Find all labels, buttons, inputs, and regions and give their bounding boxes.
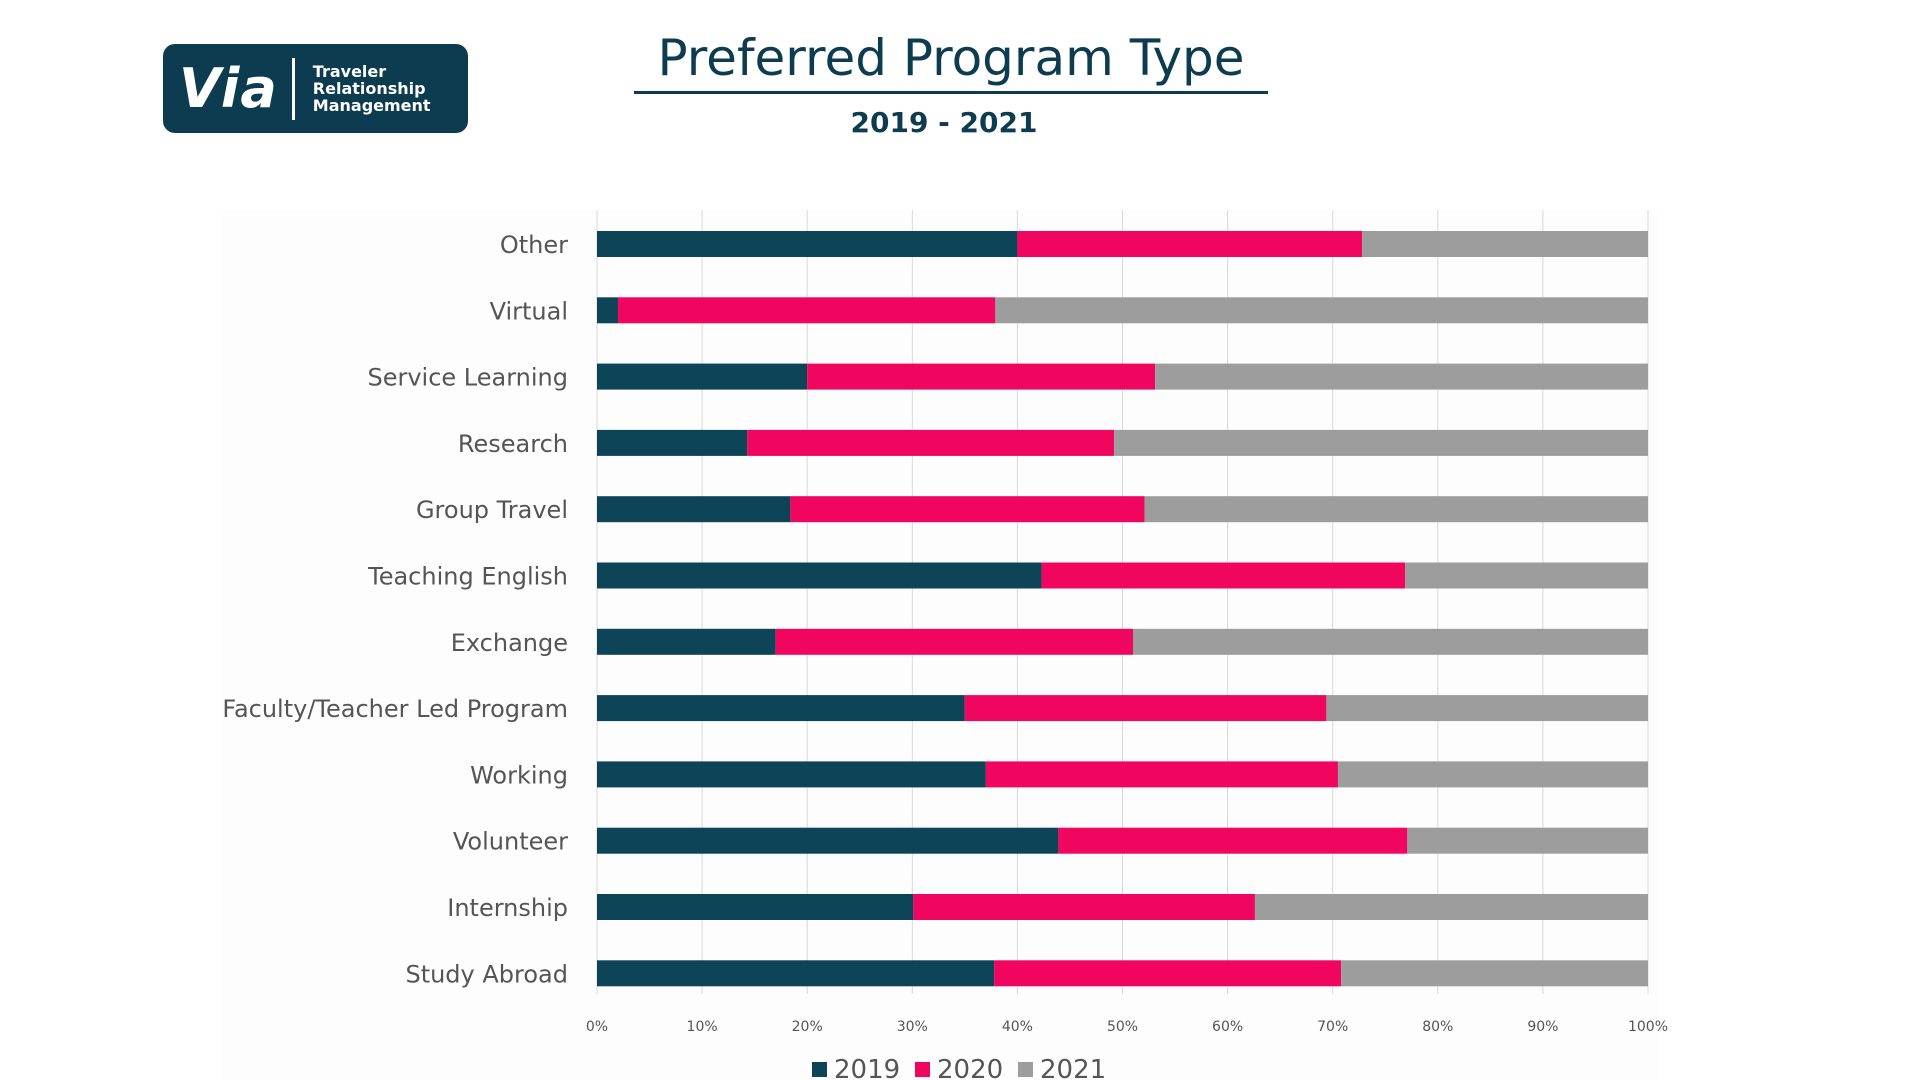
legend-label: 2021: [1040, 1055, 1106, 1080]
bar-2021-11: [1341, 960, 1648, 987]
x-tick-label: 100%: [1628, 1019, 1668, 1035]
legend-label: 2020: [937, 1055, 1003, 1080]
category-label: Exchange: [451, 629, 568, 657]
logo-divider: [291, 57, 295, 120]
x-tick-label: 10%: [687, 1019, 718, 1035]
gridlines: [596, 210, 1649, 994]
bar-2019-1: [597, 297, 619, 324]
legend-label: 2019: [834, 1055, 900, 1080]
bar-2021-9: [1407, 827, 1648, 854]
x-tick-label: 50%: [1107, 1019, 1138, 1035]
bar-2021-5: [1405, 562, 1648, 589]
bar-2019-5: [597, 562, 1042, 589]
legend-swatch: [812, 1062, 827, 1077]
logo-wordmark: Via: [179, 56, 278, 120]
bar-2019-10: [597, 894, 914, 920]
bar-2019-8: [597, 761, 986, 788]
bar-2021-3: [1114, 429, 1648, 456]
bar-2020-10: [913, 894, 1255, 920]
bar-2019-11: [597, 960, 995, 987]
legend-swatch: [915, 1062, 930, 1077]
bar-2019-0: [597, 231, 1018, 257]
title-underline: [634, 91, 1268, 94]
bar-2019-6: [597, 628, 776, 655]
bar-2020-2: [807, 363, 1156, 390]
bar-2020-1: [618, 297, 996, 324]
x-tick-label: 70%: [1317, 1019, 1348, 1035]
via-logo: Via Traveler Relationship Management: [163, 44, 468, 133]
bar-2019-3: [597, 429, 748, 456]
logo-tagline: Traveler Relationship Management: [312, 62, 431, 115]
category-label: Study Abroad: [405, 960, 568, 988]
bar-2019-9: [597, 827, 1059, 854]
category-label: Working: [470, 761, 568, 789]
bar-2020-8: [985, 761, 1338, 788]
bar-2020-4: [790, 496, 1145, 523]
bar-2019-2: [597, 363, 808, 390]
bar-2020-5: [1041, 562, 1406, 589]
bar-2020-11: [994, 960, 1342, 987]
x-tick-label: 40%: [1002, 1019, 1033, 1035]
legend: 2019 2020 2021: [812, 1055, 1106, 1080]
bar-2020-9: [1058, 827, 1408, 854]
bar-2020-6: [775, 628, 1134, 655]
bar-2021-8: [1337, 761, 1648, 788]
x-tick-label: 0%: [586, 1019, 608, 1035]
category-label: Volunteer: [453, 828, 568, 856]
bar-2021-10: [1254, 894, 1648, 920]
bars: [597, 231, 1648, 987]
page-title: Preferred Program Type: [657, 29, 1245, 87]
bar-2021-1: [995, 297, 1648, 324]
x-tick-label: 30%: [897, 1019, 928, 1035]
bar-2019-4: [597, 496, 791, 523]
bar-2021-7: [1326, 695, 1648, 722]
bar-2020-3: [747, 429, 1115, 456]
bar-2021-2: [1155, 363, 1648, 390]
x-tick-label: 60%: [1212, 1019, 1243, 1035]
category-label: Service Learning: [367, 364, 568, 392]
legend-swatch: [1018, 1062, 1033, 1077]
x-tick-label: 80%: [1422, 1019, 1453, 1035]
bar-2021-0: [1362, 231, 1648, 257]
category-label: Teaching English: [367, 563, 568, 591]
category-label: Virtual: [490, 297, 568, 325]
bar-2020-0: [1017, 231, 1363, 257]
category-label: Other: [500, 231, 568, 259]
category-label: Research: [458, 430, 568, 458]
category-labels: Other Virtual Service Learning Research Grou…: [222, 231, 568, 988]
bar-2019-7: [597, 695, 965, 722]
category-label: Internship: [447, 894, 568, 922]
x-tick-label: 20%: [792, 1019, 823, 1035]
x-tick-labels: 0% 10% 20% 30% 40% 50% 60% 70% 80% 90% 100%: [586, 1019, 1668, 1035]
bar-2021-4: [1144, 496, 1648, 523]
page-subtitle: 2019 - 2021: [850, 106, 1038, 139]
bar-2021-6: [1133, 628, 1648, 655]
x-tick-label: 90%: [1527, 1019, 1558, 1035]
category-label: Faculty/Teacher Led Program: [222, 695, 568, 723]
category-label: Group Travel: [416, 496, 568, 524]
bar-2020-7: [964, 695, 1327, 722]
